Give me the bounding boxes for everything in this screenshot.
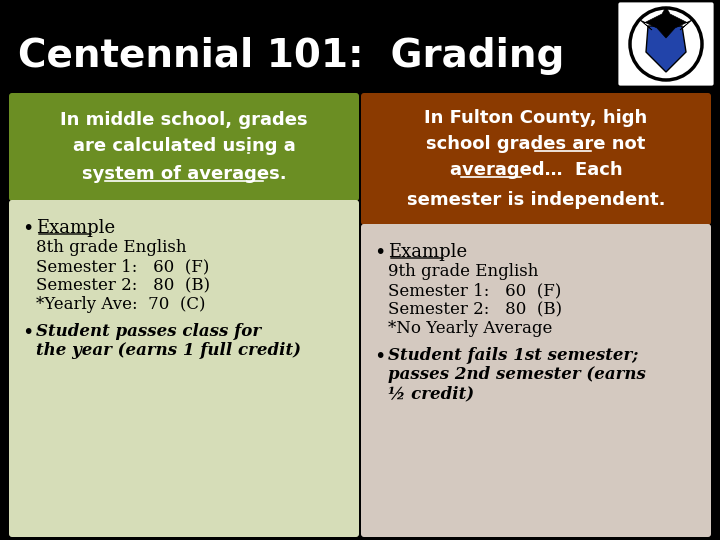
Text: Semester 2:   80  (B): Semester 2: 80 (B) <box>388 301 562 318</box>
Polygon shape <box>646 26 686 72</box>
Text: Centennial 101:  Grading: Centennial 101: Grading <box>18 37 564 75</box>
Text: Semester 1:   60  (F): Semester 1: 60 (F) <box>388 282 562 299</box>
Text: school grades are not: school grades are not <box>426 135 646 153</box>
Text: semester is independent.: semester is independent. <box>407 191 665 209</box>
FancyBboxPatch shape <box>617 1 715 87</box>
Text: •: • <box>374 347 385 366</box>
Text: Student fails 1st semester;: Student fails 1st semester; <box>388 347 639 364</box>
Text: the year (earns 1 full credit): the year (earns 1 full credit) <box>36 342 301 359</box>
Text: 9th grade English: 9th grade English <box>388 263 539 280</box>
FancyBboxPatch shape <box>9 200 359 537</box>
Text: •: • <box>22 219 33 238</box>
Text: In Fulton County, high: In Fulton County, high <box>424 109 647 127</box>
Text: averaged…  Each: averaged… Each <box>450 161 622 179</box>
FancyBboxPatch shape <box>361 93 711 225</box>
Text: system of averages.: system of averages. <box>81 165 287 183</box>
Text: In middle school, grades: In middle school, grades <box>60 111 308 129</box>
FancyBboxPatch shape <box>9 93 359 201</box>
Text: ½ credit): ½ credit) <box>388 385 474 402</box>
Text: •: • <box>22 323 33 342</box>
Text: Semester 2:   80  (B): Semester 2: 80 (B) <box>36 277 210 294</box>
Text: *Yearly Ave:  70  (C): *Yearly Ave: 70 (C) <box>36 296 205 313</box>
Polygon shape <box>640 7 692 38</box>
Text: Example: Example <box>36 219 115 237</box>
Text: passes 2nd semester (earns: passes 2nd semester (earns <box>388 366 646 383</box>
Text: Example: Example <box>388 243 467 261</box>
Bar <box>0 0 720 88</box>
FancyBboxPatch shape <box>361 224 711 537</box>
Text: *No Yearly Average: *No Yearly Average <box>388 320 552 337</box>
Text: are calculated using a: are calculated using a <box>73 137 295 155</box>
Text: 8th grade English: 8th grade English <box>36 239 186 256</box>
Text: Semester 1:   60  (F): Semester 1: 60 (F) <box>36 258 210 275</box>
Text: •: • <box>374 243 385 262</box>
Text: Student passes class for: Student passes class for <box>36 323 261 340</box>
